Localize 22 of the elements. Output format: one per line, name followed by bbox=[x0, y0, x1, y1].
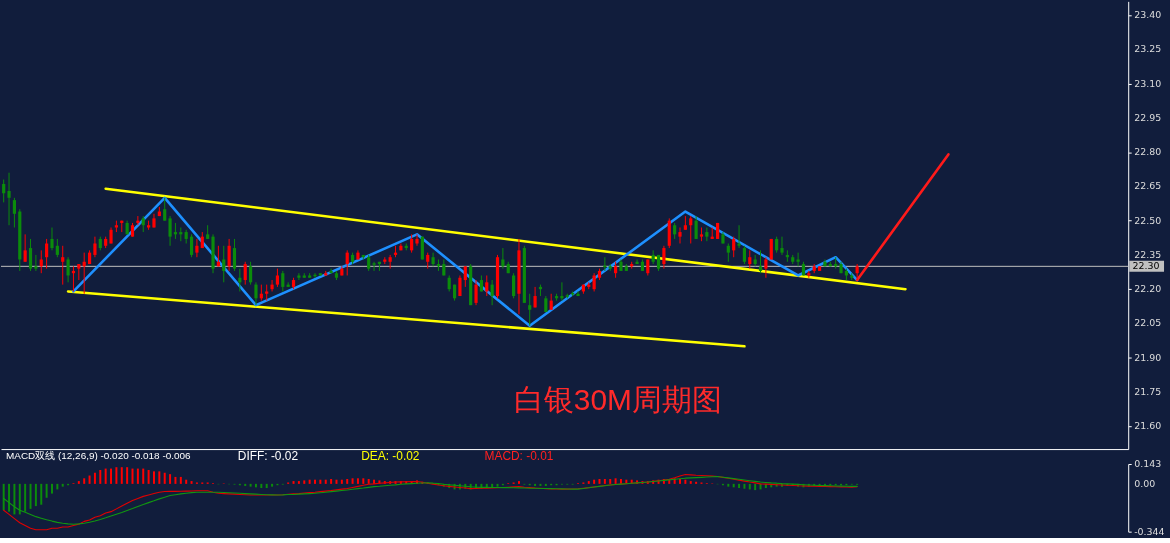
y-tick-label: 21.90 bbox=[1134, 351, 1162, 363]
y-tick-label: 22.95 bbox=[1134, 111, 1162, 123]
y-tick-label: 21.75 bbox=[1134, 385, 1162, 397]
y-tick-label: 22.80 bbox=[1134, 146, 1162, 158]
chart-title: MACD双线 (12,26,9) -0.020 -0.018 -0.006 bbox=[5, 450, 192, 462]
y-tick-label: 22.50 bbox=[1134, 214, 1162, 226]
ref-line-label: 22.30 bbox=[1132, 260, 1160, 272]
y-tick-label: 22.05 bbox=[1134, 317, 1162, 329]
y-tick-label: 22.20 bbox=[1134, 283, 1162, 295]
annotation: DEA: -0.02 bbox=[361, 449, 420, 464]
annotation: DIFF: -0.02 bbox=[237, 449, 299, 464]
annotation: MACD: -0.01 bbox=[484, 449, 554, 464]
y-tick-label: 0.00 bbox=[1134, 477, 1156, 489]
text: 白银30M周期图 bbox=[513, 383, 722, 417]
y-tick-label: 23.40 bbox=[1134, 9, 1162, 21]
y-tick-label: 0.143 bbox=[1134, 457, 1162, 469]
y-tick-label: 22.35 bbox=[1134, 248, 1162, 260]
y-tick-label: 23.25 bbox=[1134, 43, 1162, 55]
y-tick-label: 23.10 bbox=[1134, 77, 1162, 89]
y-tick-label: 21.60 bbox=[1134, 420, 1162, 432]
y-tick-label: 22.65 bbox=[1134, 180, 1162, 192]
y-tick-label: -0.344 bbox=[1134, 525, 1165, 537]
